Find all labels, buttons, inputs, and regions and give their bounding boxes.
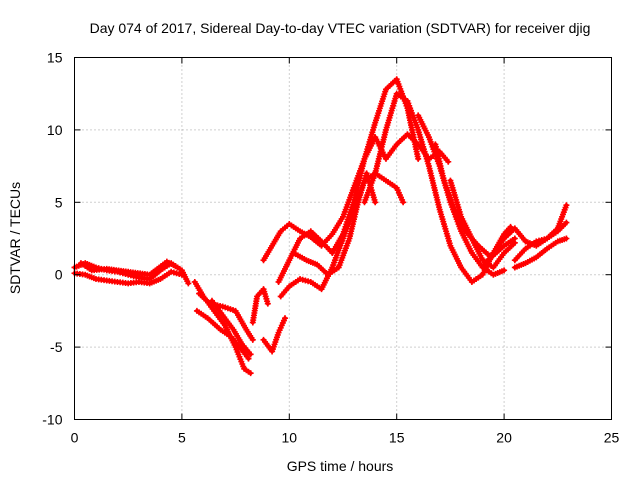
data-point-marker (249, 336, 256, 343)
series-track-15 (415, 112, 508, 278)
series-track-20 (511, 235, 570, 271)
x-axis-label: GPS time / hours (287, 458, 394, 474)
series-track-8 (249, 286, 271, 326)
series-track-5 (193, 307, 252, 362)
y-tick-label: 15 (47, 50, 63, 66)
data-point-marker (245, 355, 252, 362)
data-point-marker (563, 219, 570, 226)
axis-ticks: 0 5 10 15 20 25 -10 -5 0 5 10 15 (42, 50, 619, 446)
data-point-marker (372, 199, 379, 206)
x-tick-label: 10 (282, 430, 298, 446)
series-track-18 (479, 225, 529, 271)
y-tick-label: -5 (50, 339, 63, 355)
x-tick-label: 20 (496, 430, 512, 446)
x-tick-label: 5 (178, 430, 186, 446)
y-axis-label: SDTVAR / TECUs (7, 182, 23, 294)
series-track-3 (77, 258, 181, 278)
data-point-marker (264, 300, 271, 307)
data-point-marker (400, 199, 407, 206)
data-series (71, 76, 570, 377)
data-point-marker (174, 264, 181, 271)
data-point-marker (247, 370, 254, 377)
y-tick-label: -10 (42, 412, 62, 428)
series-track-12 (277, 170, 407, 300)
series-track-7 (208, 297, 254, 358)
plot-frame (74, 57, 612, 420)
data-point-marker (178, 271, 185, 278)
data-point-marker (415, 155, 422, 162)
x-tick-label: 15 (389, 430, 405, 446)
data-point-marker (563, 202, 570, 209)
data-point-marker (282, 315, 289, 322)
x-tick-label: 25 (604, 430, 620, 446)
series-track-11 (275, 76, 422, 285)
data-point-marker (511, 239, 518, 246)
series-track-2 (71, 268, 185, 287)
series-track-13 (290, 170, 379, 278)
series-line (276, 77, 421, 284)
series-track-10 (260, 131, 452, 264)
series-track-17 (447, 177, 518, 271)
data-point-marker (247, 351, 254, 358)
y-tick-label: 10 (47, 122, 63, 138)
x-tick-label: 0 (71, 430, 79, 446)
data-point-marker (445, 158, 452, 165)
data-point-marker (563, 235, 570, 242)
y-tick-label: 5 (55, 194, 63, 210)
series-track-21 (522, 219, 570, 249)
data-point-marker (185, 280, 192, 287)
data-point-marker (501, 267, 508, 274)
chart-title: Day 074 of 2017, Sidereal Day-to-day VTE… (90, 20, 591, 36)
series-track-9 (260, 315, 289, 355)
y-tick-label: 0 (55, 267, 63, 283)
